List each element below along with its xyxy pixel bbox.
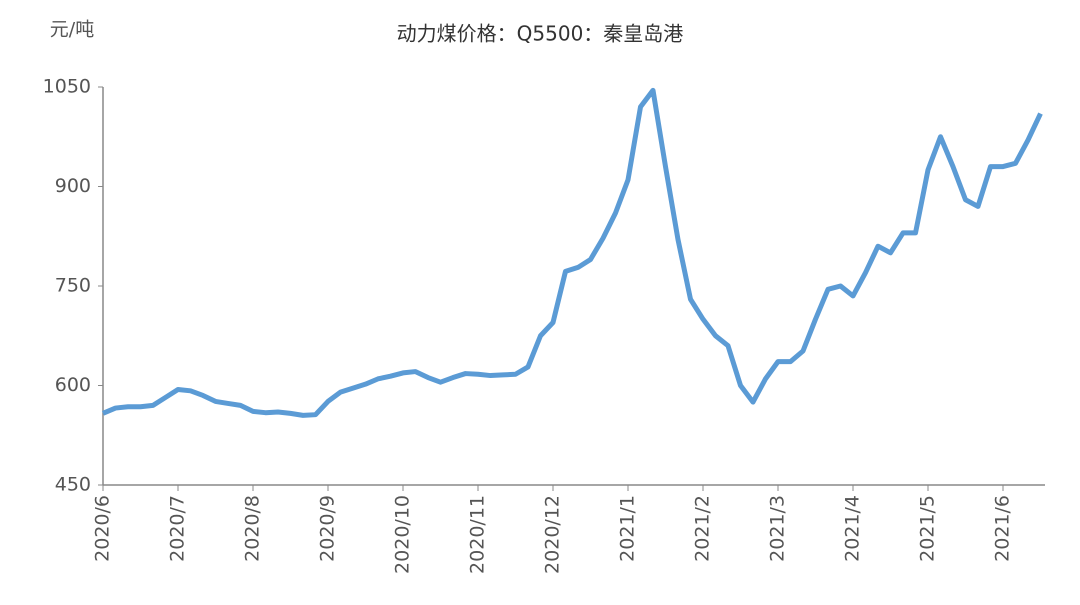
y-tick-label: 750 — [55, 275, 91, 297]
x-tick-label: 2021/5 — [917, 495, 939, 562]
x-tick-label: 2021/3 — [767, 495, 789, 562]
y-tick-label: 1050 — [43, 76, 91, 98]
x-tick-label: 2020/6 — [92, 495, 114, 562]
x-tick-label: 2020/12 — [542, 495, 564, 574]
y-tick-label: 900 — [55, 175, 91, 197]
x-tick-label: 2020/9 — [317, 495, 339, 562]
y-axis-unit: 元/吨 — [50, 19, 94, 41]
x-tick-label: 2021/6 — [992, 495, 1014, 562]
y-tick-label: 600 — [55, 374, 91, 396]
line-series — [102, 87, 1043, 418]
y-tick-label: 450 — [55, 474, 91, 496]
x-tick-label: 2021/1 — [617, 495, 639, 562]
x-tick-label: 2020/11 — [467, 495, 489, 574]
chart-title: 动力煤价格：Q5500：秦皇岛港 — [397, 22, 684, 46]
x-tick-label: 2021/2 — [692, 495, 714, 562]
x-tick-label: 2021/4 — [842, 495, 864, 562]
x-tick-label: 2020/7 — [167, 495, 189, 562]
x-tick-label: 2020/10 — [392, 495, 414, 574]
x-tick-label: 2020/8 — [242, 495, 264, 562]
